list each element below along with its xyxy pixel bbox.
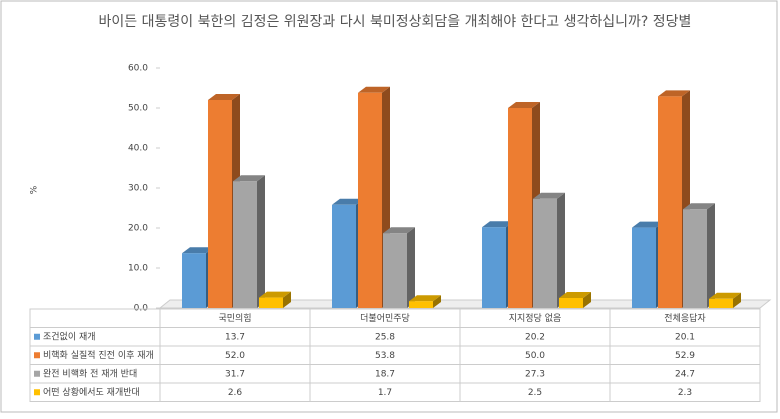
bar-front [208,100,232,308]
bar-front [358,92,382,308]
bar [559,292,591,308]
table-value: 52.9 [675,351,695,361]
legend-label: 어떤 상황에서도 재개반대 [43,387,140,398]
bar-top [358,86,390,93]
bar-top [709,292,741,299]
bar-top [259,291,291,298]
table-value: 20.2 [525,332,545,342]
table-value: 1.7 [378,388,392,398]
bar [533,192,565,308]
x-tick-label: 국민의힘 [218,313,251,324]
y-tick-label: 30.0 [128,184,148,194]
bar-side [733,292,741,308]
table-value: 24.7 [675,369,695,379]
bar-side [433,295,441,308]
bar-side [283,291,291,308]
bar-front [259,297,283,308]
bar-top [632,221,664,228]
bar-side [257,175,265,308]
bar [409,295,441,308]
table-value: 2.6 [228,388,243,398]
x-tick-label: 더불어민주당 [360,313,410,324]
y-tick-label: 20.0 [128,224,148,234]
bar-top [208,94,240,100]
table-value: 50.0 [525,351,545,361]
table-value: 13.7 [225,332,245,342]
bar-top [508,102,540,108]
bar [709,292,741,308]
bar-front [658,96,682,309]
y-tick-label: 10.0 [128,264,148,274]
bar-top [683,203,715,210]
bar [233,175,265,308]
bar-front [533,198,557,308]
legend-swatch [34,333,40,340]
legend-label: 완전 비핵화 전 재개 반대 [43,367,137,379]
table-value: 25.8 [375,332,395,342]
bar-front [632,227,656,308]
table-value: 52.0 [225,351,245,361]
bar-top [383,227,415,234]
legend-label: 비핵화 실질적 진전 이후 재개 [43,349,154,361]
x-tick-label: 지지정당 없음 [509,313,562,324]
x-tick-label: 전체응답자 [664,312,706,324]
bar-front [709,298,733,308]
bar-front [383,233,407,308]
legend-label: 조건없이 재개 [43,331,96,342]
bar-top [332,198,364,205]
table-value: 53.8 [375,351,395,361]
bar-front [482,227,506,308]
bar-top [482,221,514,228]
bar-top [182,247,214,254]
chart-title: 바이든 대통령이 북한의 김정은 위원장과 다시 북미정상회담을 개최해야 한다… [99,14,692,30]
bar-top [409,295,441,302]
table-value: 2.5 [528,388,542,398]
bar-top [233,175,265,182]
legend-swatch [34,370,40,377]
bar-top [658,90,690,97]
legend-swatch [34,352,40,359]
bar-front [508,108,532,308]
y-tick-label: 60.0 [128,64,148,74]
bar-front [332,204,356,308]
bar-front [409,301,433,308]
bar-front [559,298,583,308]
bar-front [182,253,206,308]
table-value: 20.1 [675,332,695,342]
bar-top [559,292,591,298]
bar [259,291,291,308]
table-value: 31.7 [225,369,245,379]
y-tick-label: 50.0 [128,104,148,114]
y-axis-label: % [30,185,40,194]
y-tick-label: 40.0 [128,144,148,154]
bar-front [233,181,257,308]
bar-side [707,203,715,308]
bar-front [683,209,707,308]
bar-top [533,192,565,199]
bar-side [557,192,565,308]
table-value: 2.3 [678,388,692,398]
bar [383,227,415,308]
table-value: 27.3 [525,369,545,379]
bar-side [583,292,591,308]
legend-swatch [34,389,40,396]
bar-side [407,227,415,308]
table-value: 18.7 [375,369,395,379]
bar [683,203,715,308]
